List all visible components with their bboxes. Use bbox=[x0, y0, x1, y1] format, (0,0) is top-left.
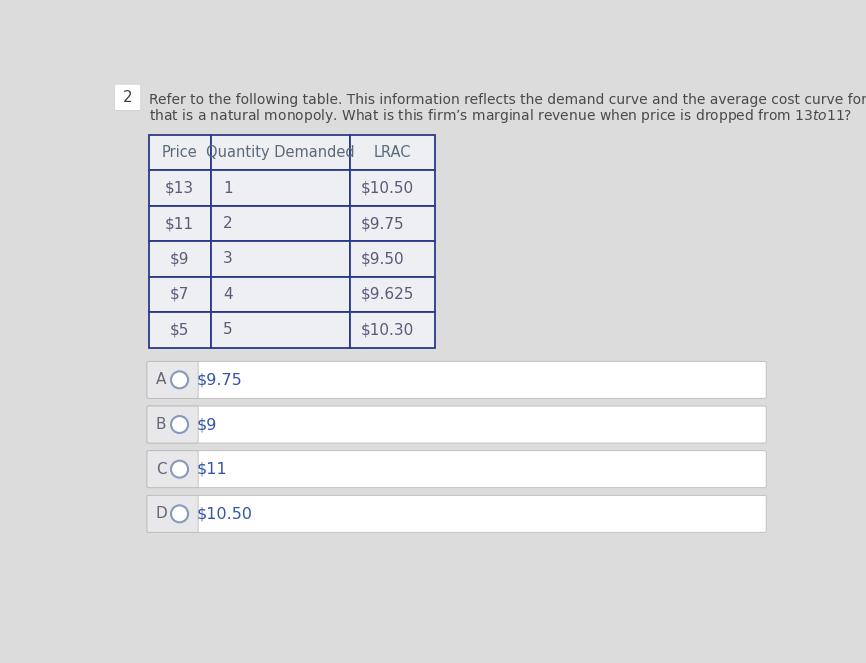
Text: Quantity Demanded: Quantity Demanded bbox=[206, 145, 354, 160]
Text: $10.50: $10.50 bbox=[197, 507, 253, 521]
Circle shape bbox=[171, 416, 188, 433]
Text: $9.75: $9.75 bbox=[197, 373, 242, 387]
Text: LRAC: LRAC bbox=[374, 145, 411, 160]
Bar bbox=[350, 241, 436, 276]
Bar bbox=[210, 206, 350, 241]
Circle shape bbox=[171, 371, 188, 389]
Circle shape bbox=[171, 461, 188, 477]
Text: $9.625: $9.625 bbox=[361, 287, 414, 302]
Text: C: C bbox=[156, 461, 166, 477]
FancyBboxPatch shape bbox=[147, 406, 198, 443]
Text: Refer to the following table. This information reflects the demand curve and the: Refer to the following table. This infor… bbox=[149, 93, 866, 107]
Text: $13: $13 bbox=[165, 180, 194, 196]
Text: $9: $9 bbox=[170, 251, 190, 267]
Text: 3: 3 bbox=[223, 251, 233, 267]
Bar bbox=[350, 312, 436, 347]
FancyBboxPatch shape bbox=[147, 495, 766, 532]
Bar bbox=[149, 206, 210, 241]
Bar bbox=[210, 241, 350, 276]
Text: $9: $9 bbox=[197, 417, 217, 432]
Bar bbox=[350, 276, 436, 312]
FancyBboxPatch shape bbox=[147, 361, 198, 398]
Bar bbox=[210, 135, 350, 170]
Text: $9.75: $9.75 bbox=[361, 216, 404, 231]
Text: $9.50: $9.50 bbox=[361, 251, 404, 267]
Bar bbox=[210, 276, 350, 312]
FancyBboxPatch shape bbox=[147, 495, 198, 532]
Text: B: B bbox=[156, 417, 166, 432]
Text: that is a natural monopoly. What is this firm’s marginal revenue when price is d: that is a natural monopoly. What is this… bbox=[149, 107, 852, 125]
Text: 2: 2 bbox=[223, 216, 233, 231]
FancyBboxPatch shape bbox=[147, 361, 766, 398]
FancyBboxPatch shape bbox=[147, 406, 766, 443]
FancyBboxPatch shape bbox=[114, 84, 141, 110]
Bar bbox=[149, 241, 210, 276]
Bar bbox=[149, 135, 210, 170]
FancyBboxPatch shape bbox=[147, 451, 766, 488]
Text: $5: $5 bbox=[170, 322, 190, 337]
Text: 5: 5 bbox=[223, 322, 233, 337]
Bar bbox=[210, 170, 350, 206]
Text: A: A bbox=[156, 373, 166, 387]
Bar bbox=[350, 170, 436, 206]
Text: $11: $11 bbox=[197, 461, 228, 477]
Bar bbox=[350, 135, 436, 170]
Text: $10.50: $10.50 bbox=[361, 180, 414, 196]
Text: 2: 2 bbox=[123, 90, 132, 105]
Bar bbox=[210, 312, 350, 347]
Bar bbox=[350, 206, 436, 241]
FancyBboxPatch shape bbox=[147, 451, 198, 488]
Bar bbox=[149, 312, 210, 347]
Text: $11: $11 bbox=[165, 216, 194, 231]
Text: D: D bbox=[155, 507, 167, 521]
Text: 1: 1 bbox=[223, 180, 233, 196]
Circle shape bbox=[171, 505, 188, 522]
Text: $7: $7 bbox=[170, 287, 190, 302]
Text: 4: 4 bbox=[223, 287, 233, 302]
Bar bbox=[149, 170, 210, 206]
Text: $10.30: $10.30 bbox=[361, 322, 414, 337]
Text: Price: Price bbox=[162, 145, 197, 160]
Bar bbox=[149, 276, 210, 312]
